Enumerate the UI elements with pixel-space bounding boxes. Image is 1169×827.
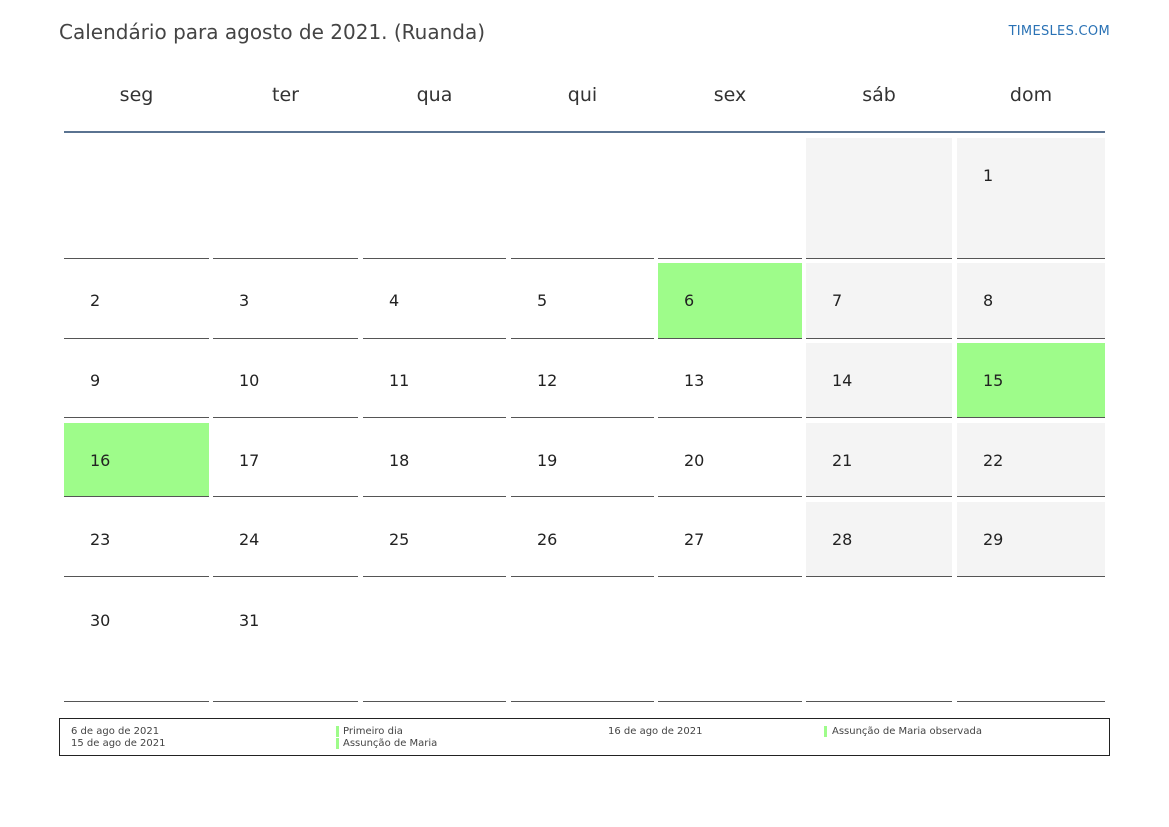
day-number: 6 xyxy=(684,291,695,310)
day-number: 1 xyxy=(983,166,994,185)
day-number: 12 xyxy=(537,371,558,390)
day-number: 2 xyxy=(90,291,101,310)
day-cell: 25 xyxy=(363,502,506,577)
day-cell: 27 xyxy=(658,502,802,577)
day-number: 13 xyxy=(684,371,705,390)
day-number: 26 xyxy=(537,530,558,549)
day-cell xyxy=(957,582,1105,702)
day-cell: 26 xyxy=(511,502,654,577)
day-cell xyxy=(363,582,506,702)
day-number: 7 xyxy=(832,291,843,310)
page-title: Calendário para agosto de 2021. (Ruanda) xyxy=(59,20,486,44)
day-cell: 7 xyxy=(806,263,952,339)
day-cell: 28 xyxy=(806,502,952,577)
day-cell xyxy=(806,138,952,259)
legend-date: 15 de ago de 2021 xyxy=(71,738,166,749)
day-cell: 31 xyxy=(213,582,358,702)
day-number: 11 xyxy=(389,371,410,390)
holiday-marker xyxy=(824,726,827,737)
day-cell: 11 xyxy=(363,343,506,418)
day-cell xyxy=(658,138,802,259)
weekday-thu: qui xyxy=(567,84,598,106)
day-number: 25 xyxy=(389,530,410,549)
day-number: 3 xyxy=(239,291,250,310)
day-cell: 29 xyxy=(957,502,1105,577)
day-cell: 24 xyxy=(213,502,358,577)
day-cell xyxy=(213,138,358,259)
day-cell: 23 xyxy=(64,502,209,577)
day-number: 16 xyxy=(90,451,111,470)
day-number: 9 xyxy=(90,371,101,390)
day-cell: 8 xyxy=(957,263,1105,339)
weekday-wed: qua xyxy=(416,84,453,106)
day-number: 24 xyxy=(239,530,260,549)
day-number: 31 xyxy=(239,611,260,630)
day-number: 8 xyxy=(983,291,994,310)
day-cell: 21 xyxy=(806,423,952,497)
day-number: 23 xyxy=(90,530,111,549)
day-cell xyxy=(511,138,654,259)
day-cell: 2 xyxy=(64,263,209,339)
legend-holiday-name: Assunção de Maria observada xyxy=(832,726,982,737)
weekday-sun: dom xyxy=(1009,84,1053,106)
legend: 6 de ago de 2021 15 de ago de 2021 Prime… xyxy=(59,718,1110,756)
day-number: 14 xyxy=(832,371,853,390)
day-cell: 4 xyxy=(363,263,506,339)
weekday-fri: sex xyxy=(713,84,747,106)
day-cell: 13 xyxy=(658,343,802,418)
day-cell: 19 xyxy=(511,423,654,497)
day-cell xyxy=(806,582,952,702)
weekday-mon: seg xyxy=(119,84,154,106)
day-number: 19 xyxy=(537,451,558,470)
day-cell: 3 xyxy=(213,263,358,339)
day-cell: 5 xyxy=(511,263,654,339)
day-cell: 20 xyxy=(658,423,802,497)
day-number: 22 xyxy=(983,451,1004,470)
legend-holiday-name: Primeiro dia xyxy=(343,726,403,737)
day-cell: 9 xyxy=(64,343,209,418)
day-number: 30 xyxy=(90,611,111,630)
header-divider xyxy=(64,131,1105,133)
day-number: 27 xyxy=(684,530,705,549)
weekday-header: seg ter qua qui sex sáb dom xyxy=(64,84,1105,114)
legend-date: 16 de ago de 2021 xyxy=(608,726,703,737)
brand-link[interactable]: TIMESLES.COM xyxy=(1008,24,1110,39)
day-cell: 14 xyxy=(806,343,952,418)
day-cell xyxy=(511,582,654,702)
day-cell xyxy=(363,138,506,259)
day-number: 15 xyxy=(983,371,1004,390)
day-cell: 22 xyxy=(957,423,1105,497)
legend-holiday-name: Assunção de Maria xyxy=(343,738,438,749)
holiday-marker xyxy=(336,738,339,749)
day-cell: 6 xyxy=(658,263,802,339)
day-number: 20 xyxy=(684,451,705,470)
day-number: 5 xyxy=(537,291,548,310)
day-number: 17 xyxy=(239,451,260,470)
holiday-marker xyxy=(336,726,339,737)
day-number: 4 xyxy=(389,291,400,310)
legend-date: 6 de ago de 2021 xyxy=(71,726,160,737)
day-number: 28 xyxy=(832,530,853,549)
day-number: 29 xyxy=(983,530,1004,549)
day-number: 21 xyxy=(832,451,853,470)
day-number: 10 xyxy=(239,371,260,390)
day-cell: 17 xyxy=(213,423,358,497)
day-cell: 1 xyxy=(957,138,1105,259)
weekday-sat: sáb xyxy=(862,84,896,106)
day-cell: 16 xyxy=(64,423,209,497)
day-cell: 15 xyxy=(957,343,1105,418)
day-cell: 12 xyxy=(511,343,654,418)
day-cell xyxy=(658,582,802,702)
day-number: 18 xyxy=(389,451,410,470)
day-cell: 10 xyxy=(213,343,358,418)
day-cell: 18 xyxy=(363,423,506,497)
day-cell: 30 xyxy=(64,582,209,702)
weekday-tue: ter xyxy=(272,84,299,106)
day-cell xyxy=(64,138,209,259)
